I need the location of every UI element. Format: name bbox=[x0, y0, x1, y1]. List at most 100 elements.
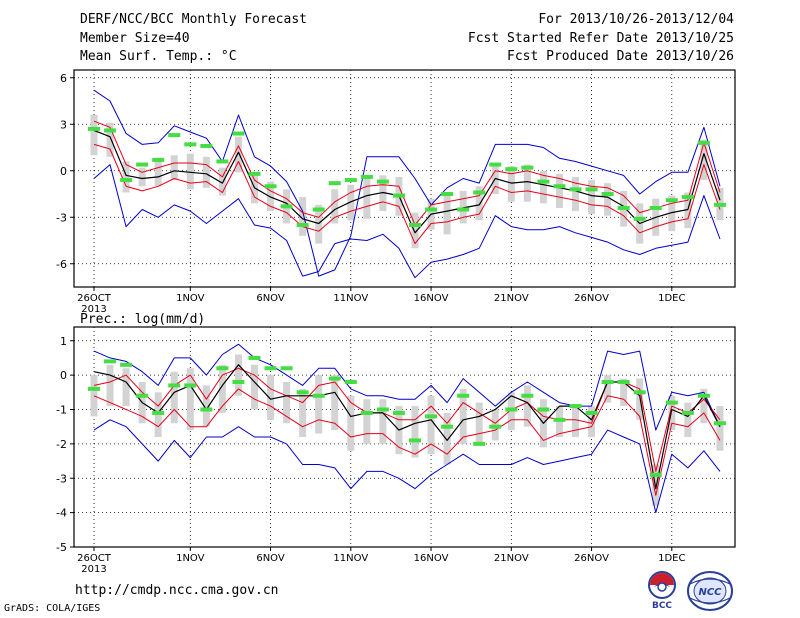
max-line bbox=[93, 89, 721, 277]
spread-box bbox=[202, 156, 210, 188]
observed-marker bbox=[360, 410, 373, 415]
spread-box bbox=[299, 388, 307, 437]
spread-box bbox=[475, 186, 483, 221]
observed-marker bbox=[425, 207, 438, 212]
max-line bbox=[93, 343, 721, 431]
spread-box bbox=[251, 364, 258, 410]
observed-marker bbox=[473, 441, 486, 446]
observed-marker bbox=[168, 383, 181, 388]
ncc-logo: NCC bbox=[687, 571, 733, 611]
upper-spread-line bbox=[93, 120, 721, 226]
spread-box bbox=[202, 385, 210, 427]
spread-box bbox=[379, 399, 387, 444]
plot-frame bbox=[73, 69, 736, 288]
observed-marker bbox=[136, 393, 149, 398]
x-year-label: 2013 bbox=[81, 564, 106, 575]
x-tick-label: 26OCT bbox=[77, 553, 112, 564]
spread-box bbox=[170, 371, 178, 424]
observed-marker bbox=[409, 223, 421, 227]
spread-box bbox=[700, 139, 708, 181]
spread-box bbox=[251, 173, 258, 204]
x-year-label: 2013 bbox=[81, 304, 106, 315]
bcc-logo-text: BCC bbox=[652, 601, 672, 610]
observed-marker bbox=[232, 131, 245, 136]
observed-marker bbox=[248, 171, 261, 176]
spread-box bbox=[363, 399, 371, 444]
spread-box bbox=[106, 122, 114, 157]
spread-box bbox=[106, 364, 114, 407]
observed-marker bbox=[665, 198, 678, 203]
spread-box bbox=[684, 402, 692, 437]
spread-box bbox=[459, 388, 467, 444]
spread-box bbox=[411, 212, 419, 249]
observed-marker bbox=[360, 174, 373, 179]
observed-marker bbox=[585, 187, 598, 192]
spread-box bbox=[427, 395, 435, 455]
observed-marker bbox=[184, 142, 197, 147]
observed-marker bbox=[216, 366, 229, 371]
spread-box bbox=[331, 189, 339, 224]
observed-marker bbox=[601, 192, 614, 196]
spread-box bbox=[588, 406, 596, 437]
spread-box bbox=[523, 164, 531, 202]
x-tick-label: 1DEC bbox=[658, 553, 685, 564]
observed-marker bbox=[216, 159, 229, 164]
y-tick-label: 0 bbox=[60, 165, 67, 178]
observed-marker bbox=[280, 204, 293, 209]
y-tick-label: 1 bbox=[60, 335, 67, 348]
observed-marker bbox=[713, 202, 726, 207]
spread-box bbox=[154, 161, 162, 187]
precipitation-panel: -5 -4 -3 -2 -1 0 1 26OCT 1NOV 6NOV 11NOV 16NOV 21NOV… bbox=[56, 326, 736, 575]
spread-box bbox=[170, 155, 178, 181]
observed-marker bbox=[585, 410, 598, 415]
observed-marker bbox=[88, 386, 100, 391]
x-tick-label: 21NOV bbox=[494, 553, 529, 564]
observed-marker bbox=[569, 187, 582, 192]
observed-marker bbox=[104, 359, 117, 364]
observed-marker bbox=[633, 390, 646, 395]
spread-box bbox=[555, 173, 563, 208]
observed-marker bbox=[681, 195, 694, 200]
observed-marker bbox=[617, 380, 630, 384]
spread-box bbox=[234, 136, 242, 173]
spread-box bbox=[267, 375, 275, 420]
spread-box bbox=[218, 364, 226, 413]
x-tick-label: 1NOV bbox=[176, 293, 205, 304]
observed-marker bbox=[376, 179, 389, 184]
spread-box bbox=[234, 354, 242, 396]
y-tick-label: -3 bbox=[56, 472, 67, 485]
spread-box bbox=[315, 204, 323, 244]
spread-box bbox=[684, 192, 692, 229]
spread-box bbox=[186, 368, 194, 431]
spread-box bbox=[122, 161, 130, 193]
x-tick-label: 26NOV bbox=[574, 553, 609, 564]
spread-box bbox=[588, 180, 596, 215]
spread-box bbox=[700, 388, 708, 424]
source-url[interactable]: http://cmdp.ncc.cma.gov.cn bbox=[75, 583, 279, 598]
observed-marker bbox=[505, 167, 518, 172]
ensemble-mean-line bbox=[93, 129, 721, 234]
observed-marker bbox=[713, 421, 726, 426]
fcst-produced-date: Fcst Produced Date 2013/10/26 bbox=[507, 49, 734, 64]
observed-marker bbox=[697, 140, 710, 145]
observed-marker bbox=[120, 178, 133, 183]
observed-marker bbox=[601, 380, 614, 384]
chart-title: DERF/NCC/BCC Monthly Forecast bbox=[80, 12, 307, 27]
spread-box bbox=[716, 406, 724, 451]
variable-label: Mean Surf. Temp.: °C bbox=[80, 49, 237, 64]
spread-box bbox=[267, 181, 275, 212]
observed-marker bbox=[264, 184, 277, 189]
spread-box bbox=[604, 183, 612, 216]
spread-box bbox=[347, 184, 355, 221]
temperature-panel: -6 -3 0 3 6 26OCT 1NOV 6NOV 11NOV 16NOV 21NOV 26NOV… bbox=[56, 69, 736, 315]
observed-marker bbox=[280, 366, 293, 371]
observed-marker bbox=[344, 380, 357, 384]
observed-marker bbox=[457, 393, 470, 398]
spread-box bbox=[668, 395, 676, 431]
spread-box bbox=[668, 195, 676, 232]
spread-box bbox=[299, 197, 307, 236]
observed-marker bbox=[152, 157, 165, 162]
observed-marker bbox=[553, 184, 566, 189]
observed-marker bbox=[136, 162, 149, 167]
spread-box bbox=[572, 406, 579, 437]
